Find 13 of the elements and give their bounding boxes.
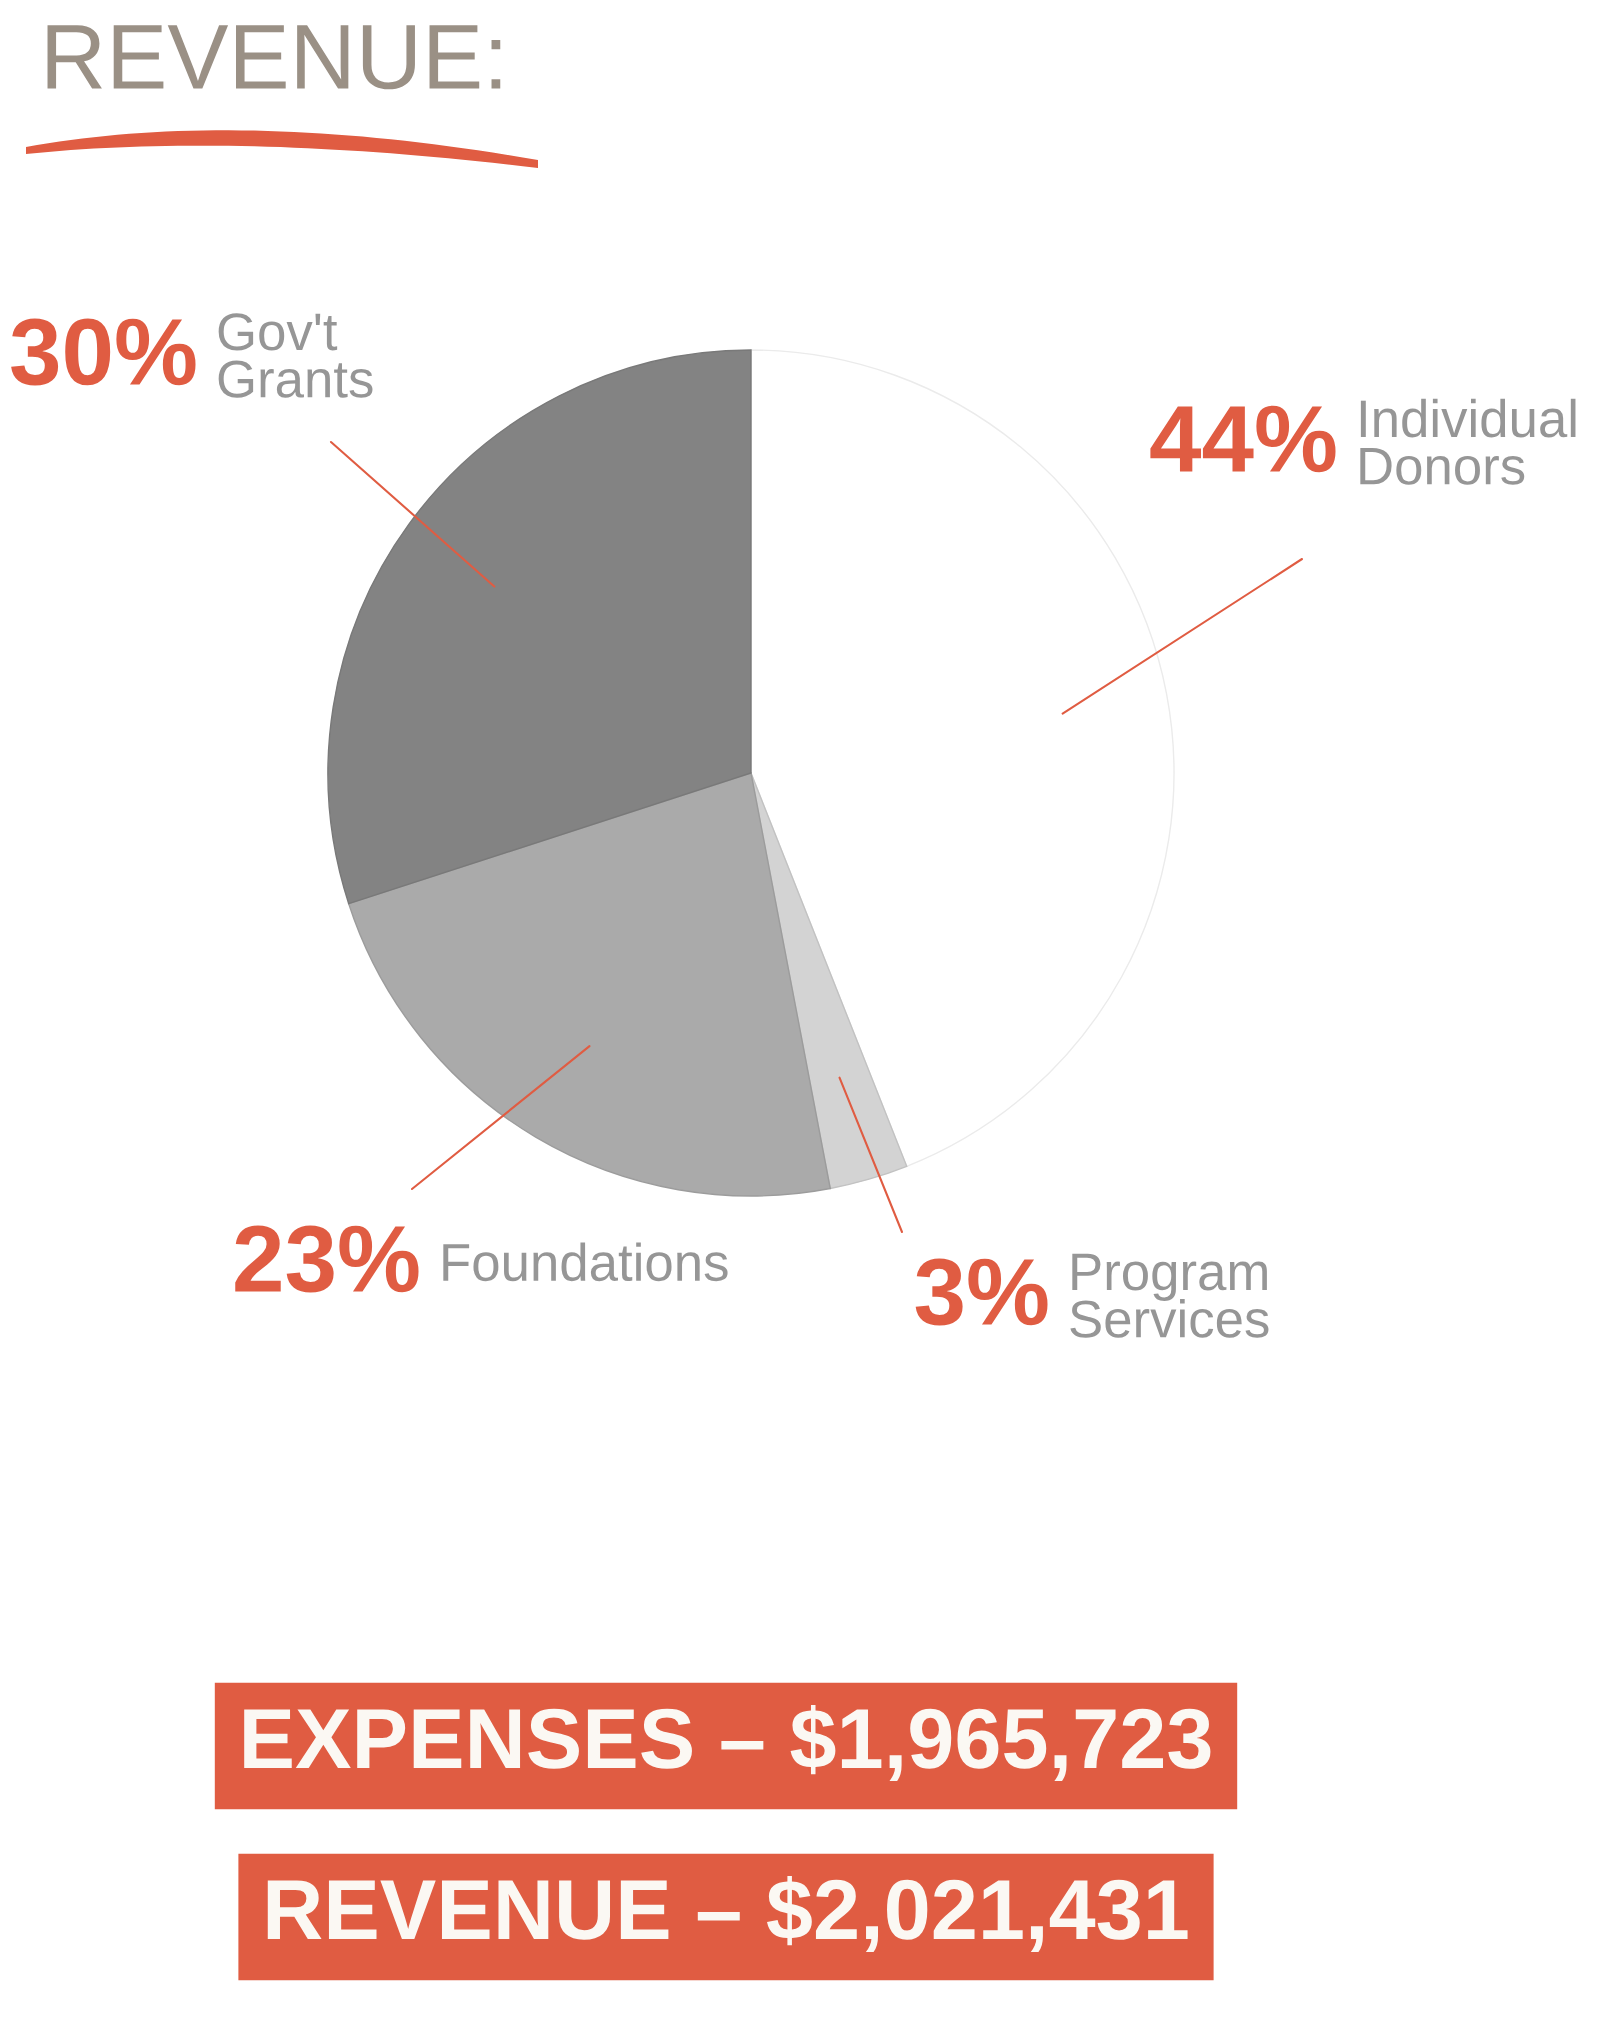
text: REVENUE – $2,021,431 (267, 1876, 1188, 1953)
data-label: 3% (915, 1258, 1048, 1326)
pie-slice (750, 772, 908, 1190)
slice-label: Gov't Grants (218, 313, 373, 398)
slice-label: Individual Donors (1360, 398, 1576, 485)
data-label: 30% (11, 318, 196, 386)
slice-label: Foundations (443, 1242, 728, 1282)
text: EXPENSES – $1,965,723 (244, 1705, 1211, 1782)
data-label: 44% (1150, 405, 1336, 473)
slice-label: Program Services (1070, 1253, 1269, 1338)
data-label: 23% (235, 1225, 419, 1293)
chart-title: REVENUE: (47, 25, 501, 90)
pie-slice (348, 772, 831, 1197)
